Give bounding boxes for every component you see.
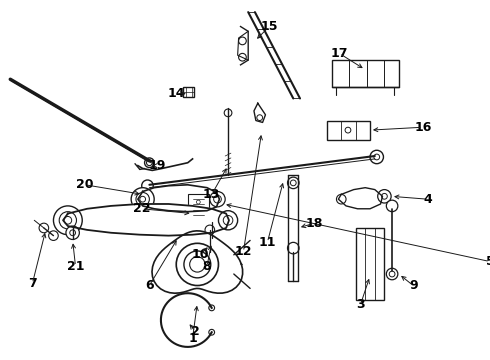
Polygon shape — [254, 103, 266, 122]
Circle shape — [288, 177, 299, 189]
Circle shape — [59, 212, 76, 229]
Polygon shape — [63, 204, 229, 236]
Circle shape — [378, 190, 391, 203]
FancyBboxPatch shape — [327, 121, 370, 140]
Text: 20: 20 — [76, 178, 94, 191]
Circle shape — [176, 243, 219, 285]
Text: 15: 15 — [261, 20, 278, 33]
Circle shape — [224, 109, 232, 117]
Polygon shape — [138, 185, 220, 212]
Circle shape — [190, 257, 205, 272]
Text: 12: 12 — [235, 246, 252, 258]
Circle shape — [206, 211, 218, 222]
Text: 8: 8 — [203, 260, 211, 273]
Circle shape — [210, 192, 225, 207]
Circle shape — [64, 216, 72, 224]
Circle shape — [209, 305, 215, 311]
Circle shape — [140, 196, 146, 202]
Circle shape — [66, 226, 79, 239]
Circle shape — [136, 193, 149, 206]
Circle shape — [370, 150, 384, 164]
Text: 4: 4 — [423, 193, 432, 206]
Circle shape — [382, 193, 387, 199]
Text: 7: 7 — [28, 277, 37, 290]
Circle shape — [196, 210, 200, 213]
Circle shape — [70, 230, 75, 236]
FancyBboxPatch shape — [188, 194, 209, 221]
Circle shape — [205, 250, 215, 260]
Circle shape — [147, 160, 152, 166]
Text: 2: 2 — [191, 325, 200, 338]
Circle shape — [386, 268, 398, 280]
Circle shape — [53, 206, 82, 235]
Polygon shape — [238, 31, 248, 60]
Circle shape — [214, 195, 221, 203]
Circle shape — [205, 225, 215, 235]
Polygon shape — [152, 231, 243, 293]
Circle shape — [257, 115, 263, 121]
Circle shape — [207, 236, 217, 245]
Circle shape — [345, 127, 351, 133]
Text: 22: 22 — [133, 202, 150, 215]
Circle shape — [239, 37, 246, 45]
Text: 17: 17 — [331, 47, 348, 60]
Text: 3: 3 — [356, 298, 365, 311]
Circle shape — [291, 180, 296, 186]
Circle shape — [39, 223, 49, 233]
Text: 14: 14 — [168, 87, 185, 100]
Text: 10: 10 — [192, 248, 209, 261]
Circle shape — [288, 242, 299, 254]
FancyBboxPatch shape — [183, 87, 195, 96]
FancyBboxPatch shape — [332, 60, 399, 87]
Circle shape — [337, 194, 346, 204]
Text: 11: 11 — [259, 236, 276, 249]
Circle shape — [389, 271, 395, 277]
Circle shape — [239, 53, 246, 61]
Circle shape — [145, 158, 154, 167]
Circle shape — [184, 251, 211, 278]
Polygon shape — [339, 188, 383, 209]
Text: 1: 1 — [188, 332, 197, 345]
Circle shape — [374, 154, 380, 160]
Circle shape — [196, 200, 200, 204]
Text: 9: 9 — [409, 279, 417, 292]
Text: 18: 18 — [306, 217, 323, 230]
Circle shape — [142, 180, 153, 192]
Text: 19: 19 — [148, 159, 166, 172]
Text: 6: 6 — [145, 279, 154, 292]
Circle shape — [219, 211, 238, 230]
Text: 16: 16 — [414, 121, 432, 134]
Circle shape — [209, 329, 215, 335]
Text: 13: 13 — [203, 188, 220, 201]
Circle shape — [131, 188, 154, 211]
Circle shape — [223, 216, 233, 225]
Text: 5: 5 — [486, 255, 490, 268]
Circle shape — [386, 200, 398, 212]
Text: 21: 21 — [67, 260, 84, 273]
FancyBboxPatch shape — [356, 228, 385, 300]
Circle shape — [49, 231, 58, 240]
Polygon shape — [241, 27, 248, 65]
